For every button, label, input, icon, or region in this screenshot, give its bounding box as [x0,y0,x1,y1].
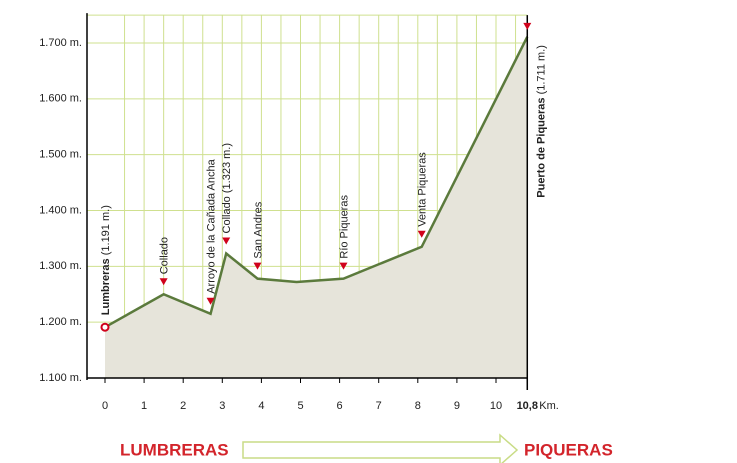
marker [523,22,532,30]
x-tick-label: 5 [297,400,303,412]
y-tick-label: 1.700 m. [39,37,82,49]
point-elevation: (1.323 m.) [221,143,233,193]
point-name: Arroyo de la Cañada Ancha [205,158,217,293]
y-tick-label: 1.200 m. [39,316,82,328]
marker [159,278,168,286]
y-tick-label: 1.500 m. [39,149,82,161]
marker [253,262,262,270]
x-tick-label: 6 [337,400,343,412]
point-name: Collado [159,237,171,274]
point-name: Collado [221,196,233,233]
marker [339,262,348,270]
point-label: Río Piqueras [338,195,350,259]
x-tick-label: 7 [376,400,382,412]
y-tick-label: 1.400 m. [39,204,82,216]
x-tick-label: 1 [141,400,147,412]
point-label: Venta Piqueras [417,152,429,227]
y-tick-label: 1.300 m. [39,260,82,272]
point-label: Puerto de Piqueras (1.711 m.) [535,45,547,198]
elevation-line [104,36,529,329]
x-tick-label: 8 [415,400,421,412]
point-name: Lumbreras [100,258,112,315]
x-tick-label: 4 [258,400,264,412]
point-label: Collado (1.323 m.) [221,143,233,234]
x-unit: Km. [539,400,559,412]
x-tick-label: 0 [102,400,108,412]
end-label: PIQUERAS [524,440,613,459]
marker [206,297,215,305]
x-tick-label: 10,8 [517,400,538,412]
y-tick-label: 1.100 m. [39,372,82,384]
marker [222,237,231,245]
y-tick-label: 1.600 m. [39,93,82,105]
x-tick-label: 9 [454,400,460,412]
x-tick-label: 3 [219,400,225,412]
point-elevation: (1.191 m.) [100,205,112,255]
point-name: San Andres [252,201,264,258]
direction-arrow [242,433,519,463]
start-marker [100,322,110,332]
point-name: Venta Piqueras [417,152,429,227]
point-name: Río Piqueras [338,195,350,259]
marker [417,230,426,238]
point-label: Lumbreras (1.191 m.) [100,205,112,315]
x-tick-label: 10 [490,400,502,412]
start-label: LUMBRERAS [120,440,229,459]
point-label: Collado [159,237,171,274]
elevation-area [105,36,528,378]
point-elevation: (1.711 m.) [535,45,547,94]
x-tick-label: 2 [180,400,186,412]
point-label: San Andres [252,201,264,258]
point-name: Puerto de Piqueras [535,97,547,197]
point-label: Arroyo de la Cañada Ancha [205,158,217,293]
